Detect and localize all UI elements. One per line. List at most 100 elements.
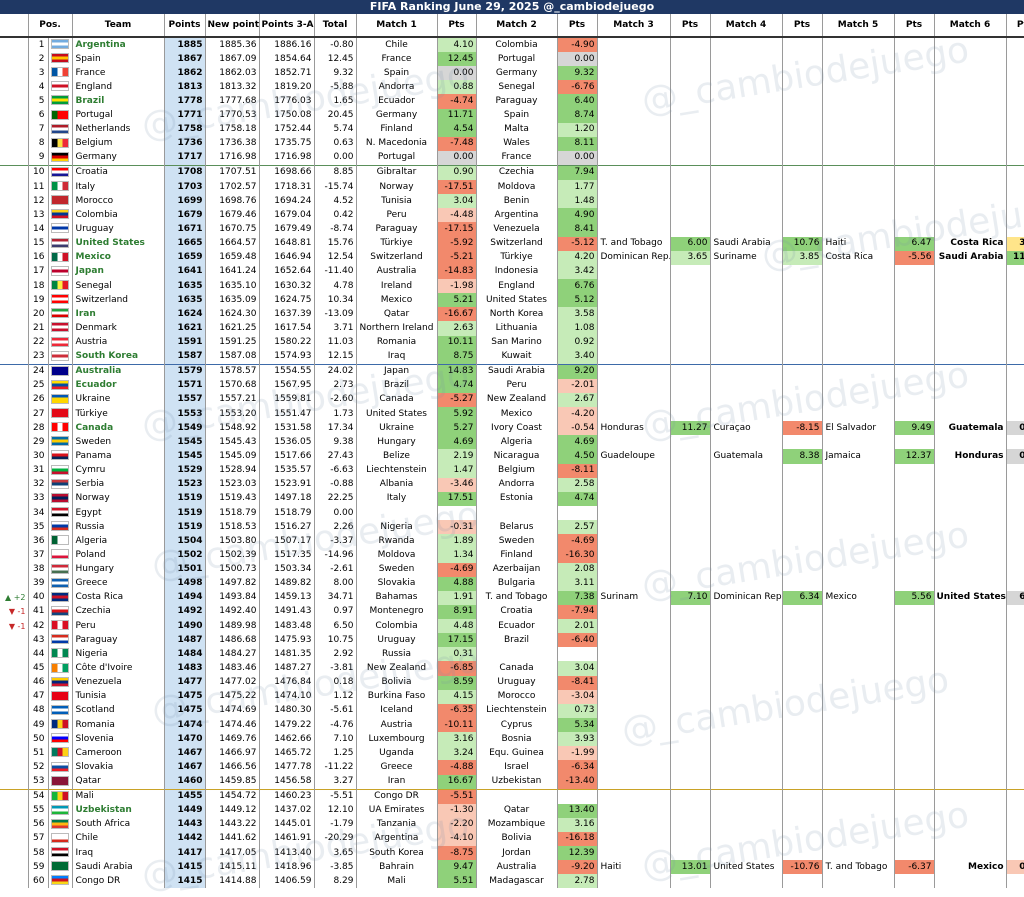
match6-opponent	[934, 222, 1007, 237]
new-points: 1813.32	[205, 80, 260, 95]
rank-change	[0, 208, 29, 223]
match4-header: Match 4	[710, 14, 783, 38]
flag-icon	[51, 549, 69, 560]
points: 1624	[164, 307, 206, 322]
match4-pts	[782, 675, 823, 690]
position: 1	[28, 37, 49, 52]
match1-pts: 1.91	[437, 590, 477, 605]
match6-pts	[1006, 293, 1024, 308]
match2-opponent: Andorra	[476, 477, 558, 492]
match6-opponent	[934, 321, 1007, 336]
match5-pts	[894, 307, 935, 322]
match1-opponent: Qatar	[356, 307, 438, 322]
match4-pts	[782, 335, 823, 350]
rank-change	[0, 491, 29, 506]
old-points: 1718.31	[259, 179, 315, 195]
match2-pts	[557, 647, 598, 662]
rank-change	[0, 421, 29, 436]
match5-opponent: T. and Tobago	[822, 860, 895, 875]
match2-pts: 6.40	[557, 94, 598, 109]
match1-pts: 17.15	[437, 633, 477, 648]
flag-cell	[48, 80, 73, 95]
match2-pts: 2.67	[557, 392, 598, 407]
match5-opponent	[822, 477, 895, 492]
match1-pts: 11.71	[437, 108, 477, 123]
rank-change	[0, 788, 29, 804]
match1-opponent: Northern Ireland	[356, 321, 438, 336]
match2-opponent: Croatia	[476, 604, 558, 620]
match6-pts	[1006, 136, 1024, 151]
match6-pts	[1006, 392, 1024, 407]
position: 17	[28, 264, 49, 279]
points: 1494	[164, 590, 206, 605]
match4-opponent: Suriname	[710, 250, 783, 265]
position: 39	[28, 576, 49, 591]
match2-pts: 8.41	[557, 222, 598, 237]
match1-pts: 0.31	[437, 647, 477, 662]
match1-opponent: Sweden	[356, 562, 438, 577]
match1-pts: 8.75	[437, 349, 477, 365]
match6-pts	[1006, 760, 1024, 775]
match1-pts: 3.16	[437, 732, 477, 747]
rank-change	[0, 633, 29, 648]
new-points: 1557.21	[205, 392, 260, 407]
match4-pts	[782, 534, 823, 549]
team-name: England	[72, 80, 165, 95]
match6-opponent	[934, 803, 1007, 818]
match4-opponent: Dominican Rep.	[710, 590, 783, 605]
match6-opponent	[934, 94, 1007, 109]
points: 1487	[164, 633, 206, 648]
match6-opponent	[934, 703, 1007, 719]
rank-change	[0, 732, 29, 747]
table-row: 38 Hungary 1501 1500.73 1503.34 -2.61 Sweden -4…	[0, 562, 1024, 577]
old-points: 1535.57	[259, 463, 315, 478]
match4-pts	[782, 477, 823, 492]
match4-opponent	[710, 293, 783, 308]
match3-pts	[670, 278, 711, 294]
old-points: 1694.24	[259, 194, 315, 209]
page-title: FIFA Ranking June 29, 2025 @_cambiodejue…	[0, 0, 1024, 14]
match6-opponent	[934, 406, 1007, 422]
points: 1529	[164, 463, 206, 478]
points: 1885	[164, 37, 206, 52]
flag-icon	[51, 563, 69, 574]
flag-icon	[51, 478, 69, 489]
flag-cell	[48, 534, 73, 549]
match4-opponent	[710, 477, 783, 492]
points: 1519	[164, 491, 206, 506]
match4-pts	[782, 746, 823, 761]
flag-cell	[48, 817, 73, 832]
team-name: Argentina	[72, 37, 165, 52]
header-row: Pos. Team Points New points Points 3-Apr…	[0, 14, 1024, 38]
total: -2.60	[314, 392, 357, 407]
position: 22	[28, 335, 49, 350]
rank-change	[0, 746, 29, 761]
match5-opponent	[822, 817, 895, 832]
position: 60	[28, 874, 49, 889]
team-name: Iraq	[72, 846, 165, 861]
match5-pts	[894, 136, 935, 151]
match3-pts	[670, 562, 711, 577]
match2-opponent: Cyprus	[476, 718, 558, 733]
match5-opponent	[822, 732, 895, 747]
match3-opponent: T. and Tobago	[597, 236, 671, 251]
match1-opponent: Ecuador	[356, 94, 438, 109]
match2-pts: 2.78	[557, 874, 598, 889]
match3-pts	[670, 94, 711, 109]
old-points: 1476.84	[259, 675, 315, 690]
match1-pts: 9.47	[437, 860, 477, 875]
old-points: 1531.58	[259, 421, 315, 436]
match3-opponent	[597, 505, 671, 521]
match3-opponent	[597, 307, 671, 322]
match3-opponent	[597, 491, 671, 506]
team-name: United States	[72, 236, 165, 251]
match6-opponent	[934, 165, 1007, 180]
match3-pts: 6.00	[670, 236, 711, 251]
match3-opponent	[597, 108, 671, 123]
team-name: Belgium	[72, 136, 165, 151]
match1-opponent: Mali	[356, 874, 438, 889]
match2-opponent: Uruguay	[476, 675, 558, 690]
match3-pts	[670, 321, 711, 336]
new-points: 1587.08	[205, 349, 260, 365]
new-points: 1441.62	[205, 831, 260, 847]
